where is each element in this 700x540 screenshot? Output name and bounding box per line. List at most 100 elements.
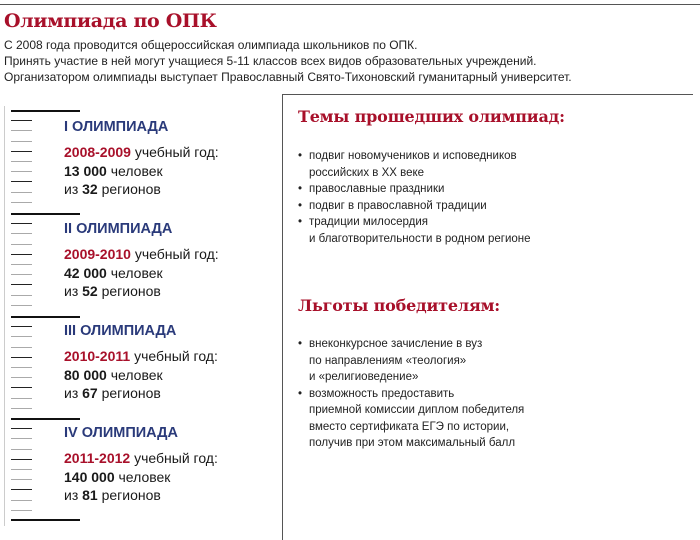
ruler-tick — [11, 294, 32, 296]
ruler-tick — [11, 243, 32, 245]
year-range: 2011-2012 — [64, 450, 131, 466]
olympiad-year: 2008-2009 учебный год: — [64, 143, 219, 162]
ruler-tick — [11, 191, 32, 193]
region-count: 81 — [82, 487, 98, 503]
list-item: внеконкурсное зачисление в вуз по направл… — [298, 336, 524, 386]
ruler-tick — [11, 346, 32, 348]
olympiad-section: III ОЛИМПИАДА 2010-2011 учебный год: 80 … — [64, 323, 218, 403]
ruler-major-line — [11, 110, 80, 112]
olympiad-heading: IV ОЛИМПИАДА — [64, 425, 178, 441]
olympiad-regions: из 52 регионов — [64, 282, 219, 301]
list-item-line: возможность предоставить — [309, 387, 455, 400]
olympiad-section: II ОЛИМПИАДА 2009-2010 учебный год: 42 0… — [64, 221, 219, 301]
olympiad-heading: III ОЛИМПИАДА — [64, 323, 177, 339]
ruler-tick — [11, 223, 32, 225]
olympiad-participants: 13 000 человек — [64, 162, 219, 181]
regions-label: регионов — [97, 487, 161, 503]
ruler-tick — [11, 479, 32, 481]
list-item-line: приемной комиссии диплом победителя — [309, 404, 525, 416]
regions-prefix: из — [64, 487, 83, 503]
ruler-tick — [11, 253, 32, 255]
ruler-tick — [11, 233, 32, 235]
ruler-tick — [11, 304, 32, 306]
page-title: Олимпиада по ОПК — [4, 10, 217, 32]
regions-label: регионов — [97, 283, 161, 299]
ruler-tick — [11, 161, 32, 162]
ruler-tick — [11, 489, 32, 491]
list-item: подвиг новомучеников и исповедников росси… — [298, 148, 531, 181]
list-item: возможность предоставить приемной комисси… — [298, 386, 524, 452]
benefits-heading: Льготы победителям: — [298, 296, 500, 315]
participant-count: 13 000 — [64, 162, 107, 179]
regions-prefix: из — [64, 385, 83, 401]
olympiad-regions: из 32 регионов — [64, 180, 219, 199]
list-item-line: получив при этом максимальный балл — [309, 437, 516, 449]
ruler-major-line — [11, 316, 80, 318]
ruler-tick — [11, 171, 32, 173]
ruler-tick — [11, 407, 32, 409]
top-divider — [0, 4, 700, 5]
list-item-line: традиции милосердия — [309, 216, 429, 228]
region-count: 32 — [82, 181, 98, 197]
ruler-tick — [11, 326, 32, 328]
ruler-tick — [11, 367, 32, 368]
ruler-tick — [11, 397, 32, 399]
ruler-decoration — [0, 100, 90, 530]
topics-list: подвиг новомучеников и исповедников росси… — [298, 148, 531, 247]
benefits-list: внеконкурсное зачисление в вуз по направл… — [298, 336, 524, 452]
olympiad-section: I ОЛИМПИАДА 2008-2009 учебный год: 13 00… — [64, 119, 219, 199]
region-count: 52 — [82, 283, 98, 299]
list-item: традиции милосердия и благотворительности… — [298, 214, 531, 247]
ruler-tick — [11, 274, 32, 276]
olympiad-year: 2011-2012 учебный год: — [64, 449, 218, 468]
ruler-tick — [11, 509, 32, 511]
participant-label: человек — [106, 264, 163, 281]
ruler-tick — [11, 499, 32, 501]
year-range: 2009-2010 — [64, 246, 131, 262]
ruler-major-line — [11, 418, 80, 420]
year-label: учебный год: — [130, 144, 219, 160]
olympiad-year: 2010-2011 учебный год: — [64, 347, 218, 366]
olympiad-heading: I ОЛИМПИАДА — [64, 119, 169, 135]
year-range: 2008-2009 — [64, 144, 131, 160]
regions-label: регионов — [97, 385, 161, 401]
ruler-tick — [11, 458, 32, 460]
participant-label: человек — [114, 468, 171, 485]
olympiad-participants: 42 000 человек — [64, 264, 219, 283]
ruler-tick — [11, 469, 32, 470]
olympiad-regions: из 67 регионов — [64, 384, 218, 403]
participant-label: человек — [106, 366, 163, 383]
intro-line: Организатором олимпиады выступает Правос… — [4, 70, 572, 84]
participant-count: 140 000 — [64, 468, 115, 485]
year-range: 2010-2011 — [64, 348, 131, 364]
ruler-major-line — [11, 519, 80, 521]
ruler-tick — [11, 120, 32, 122]
participant-count: 42 000 — [64, 264, 107, 281]
intro-line: С 2008 года проводится общероссийская ол… — [4, 38, 418, 52]
list-item-line: внеконкурсное зачисление в вуз — [309, 338, 483, 350]
regions-prefix: из — [64, 181, 83, 197]
ruler-line — [4, 106, 5, 526]
ruler-tick — [11, 201, 32, 203]
regions-prefix: из — [64, 283, 83, 299]
ruler-tick — [11, 181, 32, 183]
ruler-tick — [11, 150, 32, 152]
ruler-tick — [11, 448, 32, 450]
list-item: православные праздники — [298, 181, 531, 198]
olympiad-heading: II ОЛИМПИАДА — [64, 221, 173, 237]
list-item-line: подвиг новомучеников и исповедников — [309, 150, 517, 162]
ruler-tick — [11, 140, 32, 142]
ruler-tick — [11, 284, 32, 286]
participant-label: человек — [106, 162, 163, 179]
info-panel: Темы прошедших олимпиад: подвиг новомуче… — [282, 94, 693, 540]
region-count: 67 — [82, 385, 98, 401]
list-item-line: по направлениям «теология» — [309, 354, 467, 367]
list-item-line: и благотворительности в родном регионе — [309, 232, 531, 245]
year-label: учебный год: — [130, 246, 219, 262]
regions-label: регионов — [97, 181, 161, 197]
intro-line: Принять участие в ней могут учащиеся 5-1… — [4, 54, 537, 68]
list-item-line: вместо сертификата ЕГЭ по истории, — [309, 420, 510, 433]
ruler-tick — [11, 428, 32, 430]
ruler-tick — [11, 130, 32, 132]
ruler-tick — [11, 387, 32, 389]
